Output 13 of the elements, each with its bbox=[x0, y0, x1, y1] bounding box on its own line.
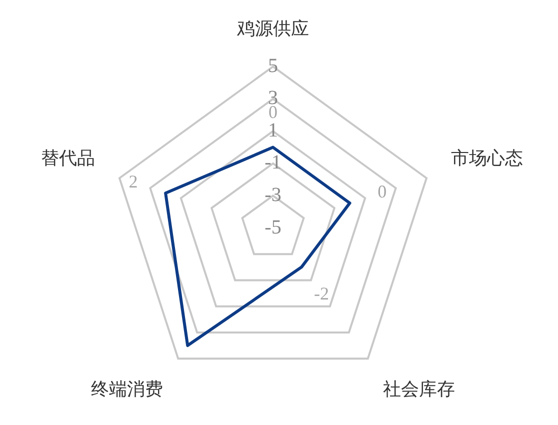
spoke-label: 社会库存 bbox=[383, 379, 456, 400]
y-tick-label: 1 bbox=[268, 119, 278, 142]
spoke-label: 终端消费 bbox=[90, 379, 163, 400]
data-label: 0 bbox=[378, 181, 387, 202]
y-tick-label: -1 bbox=[264, 152, 282, 174]
spoke-label: 替代品 bbox=[40, 148, 95, 169]
y-tick-label: -5 bbox=[264, 216, 282, 238]
spoke-label: 市场心态 bbox=[451, 148, 524, 169]
y-tick-label: -3 bbox=[264, 184, 282, 206]
y-tick-label: 5 bbox=[268, 54, 278, 77]
data-label: -2 bbox=[314, 283, 329, 304]
data-label: 2 bbox=[128, 171, 138, 192]
spoke-label: 鸡源供应 bbox=[236, 18, 309, 40]
